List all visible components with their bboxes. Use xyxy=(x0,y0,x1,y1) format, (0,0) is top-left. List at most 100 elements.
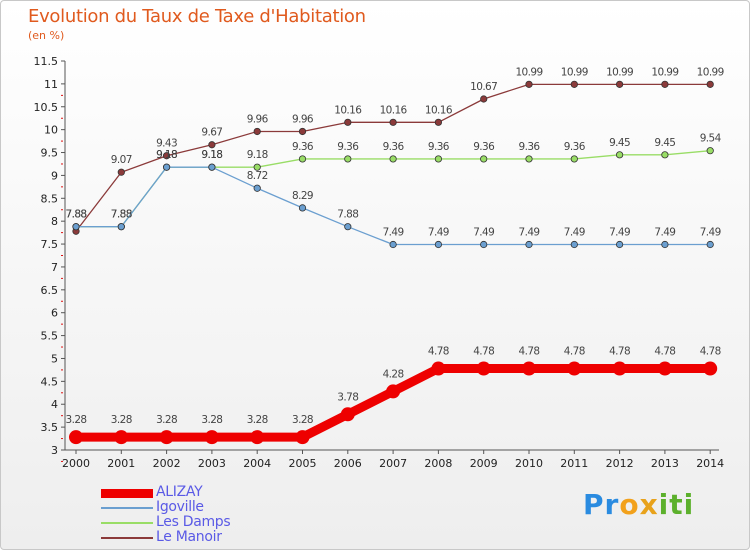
data-label-le-manoir: 9.07 xyxy=(111,154,132,166)
data-point-alizay xyxy=(567,361,582,376)
x-tick-label: 2008 xyxy=(424,457,452,470)
data-point-alizay xyxy=(340,407,355,422)
data-point-igoville xyxy=(163,163,171,171)
chart-title: Evolution du Taux de Taxe d'Habitation xyxy=(28,6,366,27)
data-label-alizay: 4.78 xyxy=(428,346,449,358)
data-label-igoville: 7.88 xyxy=(66,209,87,221)
data-point-igoville xyxy=(298,204,307,212)
data-label-igoville: 7.49 xyxy=(564,227,585,239)
x-tick-label: 2010 xyxy=(515,457,543,470)
x-tick-label: 2007 xyxy=(379,457,407,470)
data-label-igoville: 9.18 xyxy=(201,149,222,161)
data-point-les-damps xyxy=(706,147,714,155)
data-point-le-manoir xyxy=(389,118,397,126)
y-tick-label: 11.5 xyxy=(34,55,59,68)
data-label-les-damps: 9.36 xyxy=(428,141,450,153)
legend-label: Les Damps xyxy=(156,514,231,530)
data-point-igoville xyxy=(72,223,80,231)
data-label-igoville: 7.49 xyxy=(473,227,494,239)
x-tick-label: 2013 xyxy=(651,457,679,470)
legend-label: Igoville xyxy=(156,499,204,515)
data-label-igoville: 7.49 xyxy=(609,227,630,239)
y-tick-label: 8 xyxy=(51,215,58,228)
data-label-le-manoir: 10.67 xyxy=(470,81,497,93)
data-label-les-damps: 9.18 xyxy=(156,149,177,161)
data-label-les-damps: 9.36 xyxy=(564,141,586,153)
x-tick-label: 2000 xyxy=(62,457,90,470)
data-point-igoville xyxy=(389,240,397,249)
data-point-le-manoir xyxy=(208,141,216,149)
y-tick-label: 6 xyxy=(51,307,58,320)
data-point-le-manoir xyxy=(117,168,125,176)
y-tick-label: 3 xyxy=(51,444,58,457)
data-label-alizay: 4.28 xyxy=(383,368,404,380)
data-point-alizay xyxy=(431,361,446,376)
x-tick-label: 2005 xyxy=(289,457,317,470)
data-label-les-damps: 7.88 xyxy=(66,209,87,221)
data-point-igoville xyxy=(525,240,533,249)
data-point-les-damps xyxy=(344,155,352,163)
data-label-les-damps: 9.36 xyxy=(519,141,541,153)
data-label-les-damps: 9.45 xyxy=(654,137,675,149)
data-label-igoville: 7.49 xyxy=(428,227,449,239)
data-label-le-manoir: 9.96 xyxy=(292,113,314,125)
data-label-igoville: 7.49 xyxy=(700,227,721,239)
x-tick-label: 2006 xyxy=(334,457,362,470)
data-point-les-damps xyxy=(615,151,624,159)
data-point-le-manoir xyxy=(253,127,261,136)
data-point-les-damps xyxy=(525,155,533,163)
data-label-le-manoir: 10.99 xyxy=(561,66,588,78)
y-tick-label: 10.5 xyxy=(34,101,59,114)
data-point-le-manoir xyxy=(525,80,533,88)
legend-swatch xyxy=(101,488,153,498)
data-point-alizay xyxy=(295,430,310,445)
data-label-igoville: 7.49 xyxy=(383,227,404,239)
x-tick-label: 2003 xyxy=(198,457,226,470)
y-tick-label: 4.5 xyxy=(41,375,59,388)
x-tick-label: 2002 xyxy=(153,457,181,470)
logo-letter: i xyxy=(658,488,670,521)
data-point-alizay xyxy=(612,361,627,376)
data-point-les-damps xyxy=(389,155,397,163)
data-label-les-damps: 9.54 xyxy=(700,133,722,145)
data-label-alizay: 3.28 xyxy=(292,414,313,426)
data-point-les-damps xyxy=(298,155,307,163)
data-point-alizay xyxy=(204,430,219,445)
data-point-igoville xyxy=(253,184,261,192)
data-label-alizay: 4.78 xyxy=(519,346,540,358)
data-point-igoville xyxy=(208,163,216,171)
data-label-alizay: 4.78 xyxy=(473,346,494,358)
legend-swatch xyxy=(101,522,153,524)
data-point-alizay xyxy=(69,430,83,445)
data-point-le-manoir xyxy=(480,95,488,103)
y-tick-label: 7.5 xyxy=(41,238,59,251)
data-point-alizay xyxy=(386,384,401,399)
y-tick-label: 7 xyxy=(51,261,58,274)
data-label-igoville: 8.72 xyxy=(247,170,268,182)
data-label-alizay: 4.78 xyxy=(564,346,585,358)
data-label-les-damps: 9.36 xyxy=(337,141,359,153)
data-label-le-manoir: 10.99 xyxy=(606,66,633,78)
x-tick-label: 2004 xyxy=(243,457,271,470)
data-label-le-manoir: 10.16 xyxy=(380,104,408,116)
data-point-les-damps xyxy=(434,155,442,163)
data-point-igoville xyxy=(434,240,442,249)
data-point-le-manoir xyxy=(661,80,669,88)
data-label-le-manoir: 9.96 xyxy=(247,113,269,125)
data-label-alizay: 4.78 xyxy=(609,346,630,358)
x-tick-label: 2012 xyxy=(606,457,634,470)
data-point-alizay xyxy=(250,430,265,445)
y-tick-label: 9 xyxy=(51,169,58,182)
legend-label: Le Manoir xyxy=(156,529,222,545)
x-tick-label: 2011 xyxy=(560,457,588,470)
data-label-alizay: 3.28 xyxy=(201,414,222,426)
logo-letter: x xyxy=(639,488,659,521)
data-label-le-manoir: 9.43 xyxy=(156,138,177,150)
data-point-le-manoir xyxy=(298,127,307,136)
data-point-igoville xyxy=(661,240,669,249)
data-point-les-damps xyxy=(570,155,578,163)
data-label-alizay: 3.28 xyxy=(247,414,268,426)
data-label-alizay: 3.78 xyxy=(337,391,358,403)
